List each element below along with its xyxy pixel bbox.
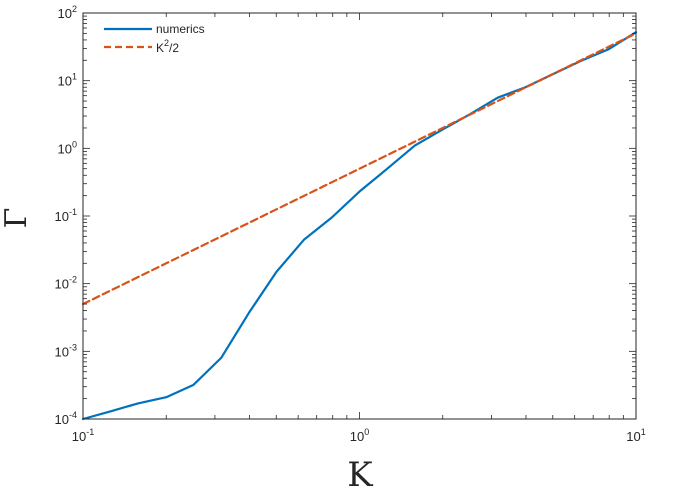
series-layer <box>81 31 638 421</box>
x-tick-label: 10-1 <box>72 427 94 444</box>
legend-label-k-squared-half: K2/2 <box>156 38 179 55</box>
y-tick-label: 102 <box>58 4 77 21</box>
y-tick-label: 101 <box>58 72 77 89</box>
x-tick-label: 101 <box>626 427 645 444</box>
x-tick-labels: 10-1 100 101 <box>72 427 646 444</box>
series-line-k-squared-half <box>81 32 638 306</box>
data-point <box>248 312 250 314</box>
y-tick-labels: 10-4 10-3 10-2 10-1 100 101 102 <box>55 4 77 427</box>
data-point <box>331 217 333 219</box>
data-point <box>359 168 361 170</box>
data-point <box>165 396 167 398</box>
data-point <box>607 48 609 50</box>
data-point <box>442 127 444 129</box>
data-point <box>552 73 554 75</box>
data-point <box>276 271 278 273</box>
data-point <box>110 410 112 412</box>
legend-box <box>97 17 232 57</box>
y-tick-label: 10-1 <box>55 207 77 224</box>
data-point <box>414 145 416 147</box>
data-point <box>497 97 499 99</box>
x-axis-label: K <box>347 455 373 493</box>
y-tick-label: 10-3 <box>55 342 77 359</box>
series-line-numerics <box>81 31 638 421</box>
data-point <box>137 402 139 404</box>
legend-label-numerics: numerics <box>156 22 205 36</box>
data-point <box>220 357 222 359</box>
data-point <box>193 384 195 386</box>
y-tick-label: 10-2 <box>55 275 77 292</box>
tick-marks <box>82 13 636 420</box>
data-point <box>359 191 361 193</box>
y-axis-label: Γ <box>0 208 34 229</box>
data-point <box>303 238 305 240</box>
y-tick-label: 100 <box>58 139 77 156</box>
x-tick-label: 100 <box>350 427 369 444</box>
y-tick-label: 10-4 <box>55 410 77 427</box>
legend: numerics K2/2 <box>97 17 232 57</box>
data-point <box>165 262 167 264</box>
data-point <box>386 168 388 170</box>
data-point <box>275 208 277 210</box>
